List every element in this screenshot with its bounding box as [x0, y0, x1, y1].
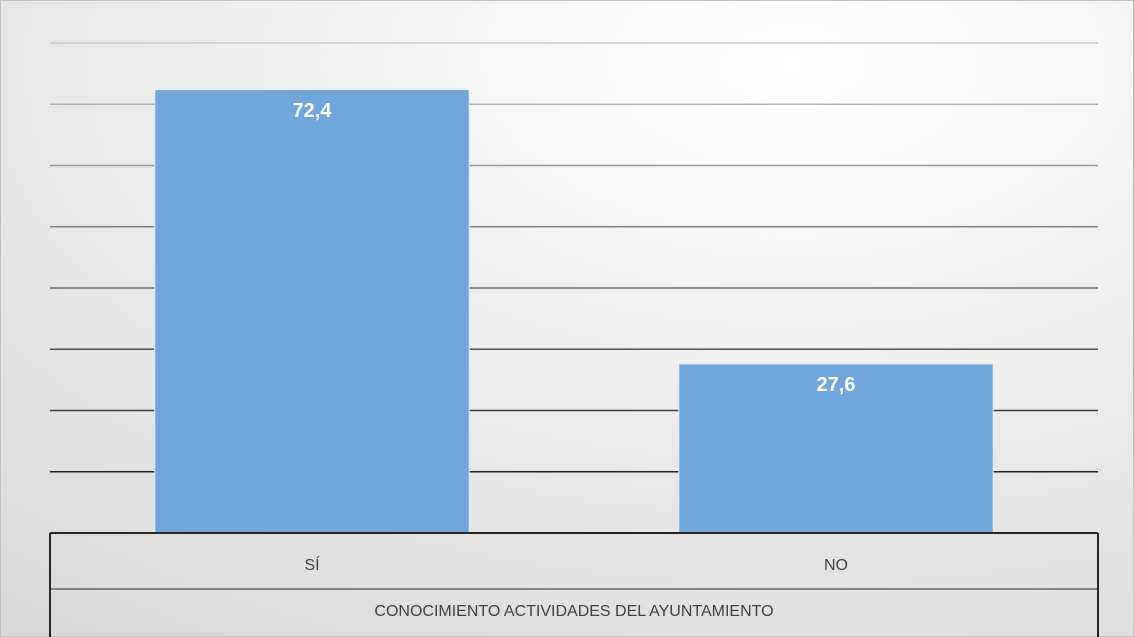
data-label: 72,4 — [293, 100, 333, 122]
bar — [678, 363, 994, 534]
x-tick-label: SÍ — [304, 555, 320, 574]
x-tick-label: NO — [824, 557, 848, 574]
x-group-label: CONOCIMIENTO ACTIVIDADES DEL AYUNTAMIENT… — [374, 603, 773, 620]
bar — [154, 89, 470, 534]
data-label: 27,6 — [817, 374, 856, 396]
